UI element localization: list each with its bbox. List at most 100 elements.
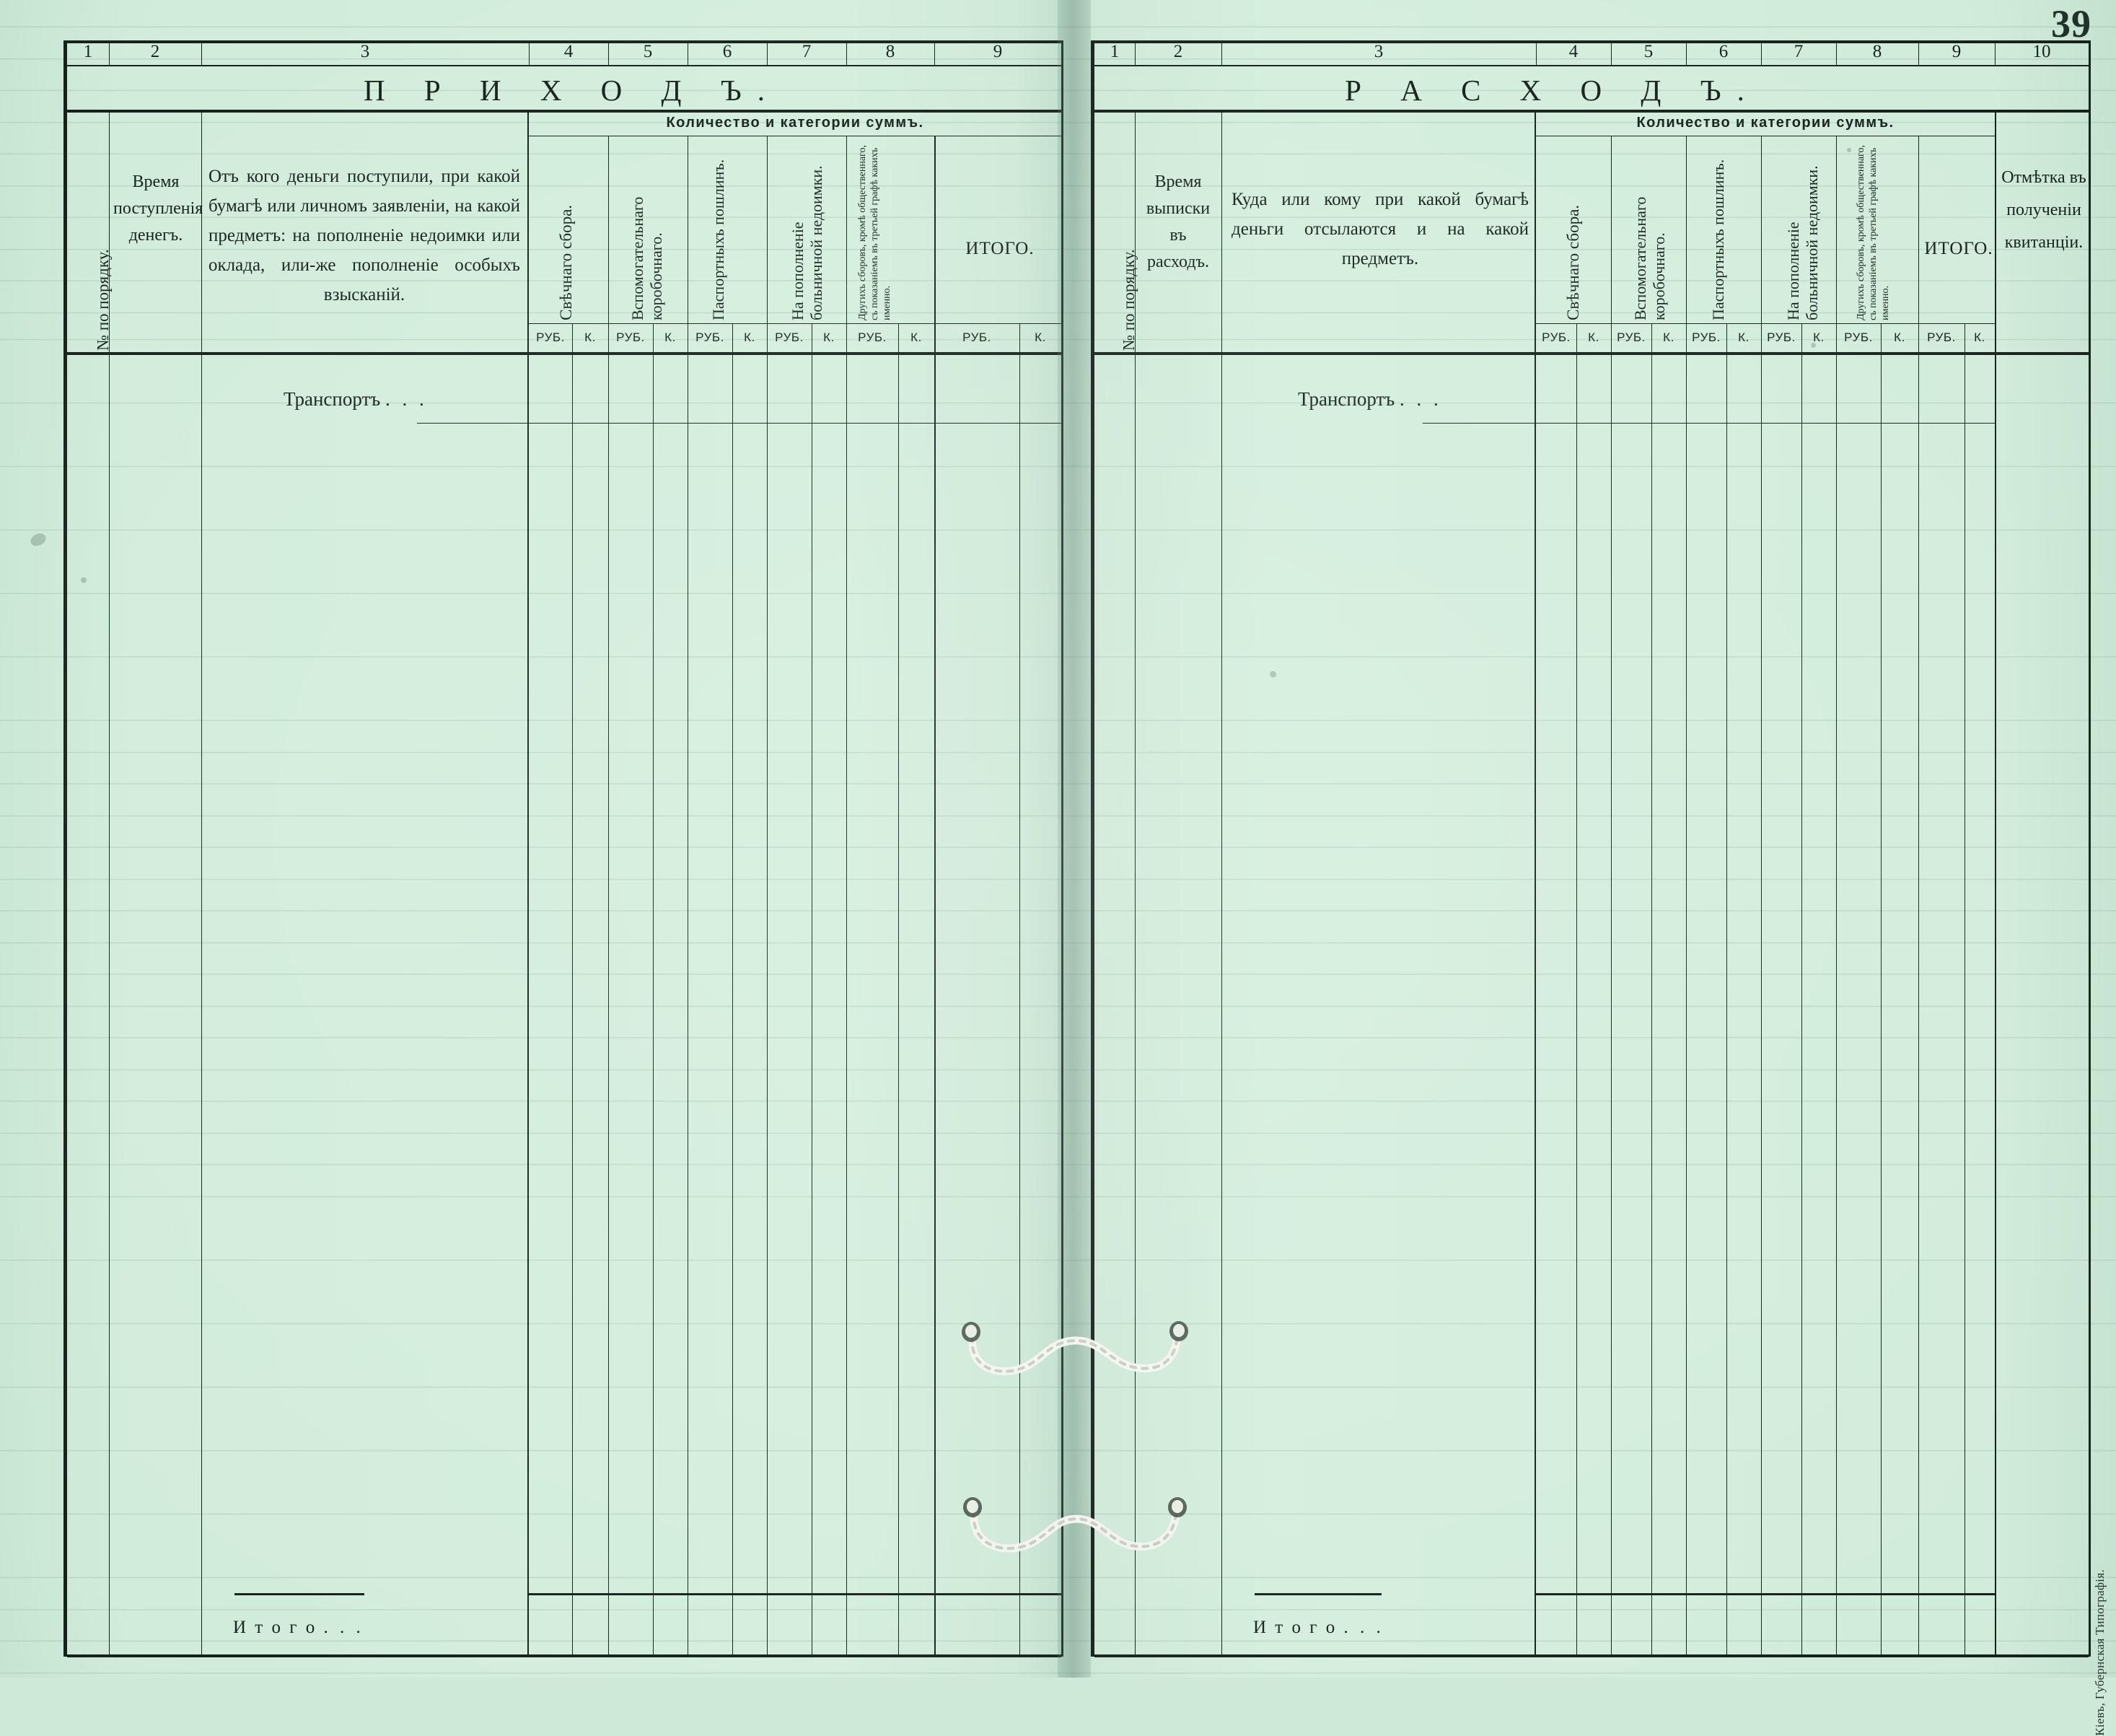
margin-speck-3 [1270, 671, 1276, 678]
vrule-col1 [1135, 110, 1136, 1654]
expense-title: Р А С Х О Д Ъ. [1345, 74, 1760, 107]
margin-speck-4 [1811, 343, 1816, 348]
income-header-total: ИТОГО. [965, 239, 1035, 258]
rule-above-rubkop [529, 323, 1061, 324]
colnum-tick-4 [1611, 42, 1612, 65]
income-kop-4: К. [584, 330, 596, 344]
rule-bottom [67, 1654, 1061, 1657]
col-num-6: 6 [1718, 42, 1729, 61]
expense-rub-8: РУБ. [1844, 330, 1873, 344]
expense-header-amount-5: Другихъ сборовъ, кромѣ общественнаго, съ… [1856, 145, 1891, 320]
income-rub-7: РУБ. [775, 330, 804, 344]
expense-rub-5: РУБ. [1617, 330, 1646, 344]
vrule-col3 [1535, 110, 1536, 1654]
income-rub-5: РУБ. [616, 330, 645, 344]
expense-kop-8: К. [1894, 330, 1905, 344]
col-num-4: 4 [563, 42, 574, 61]
income-total-label: И т о г о . . . [233, 1618, 364, 1638]
income-title: П Р И Х О Д Ъ. [364, 74, 781, 107]
colnum-tick-2 [201, 42, 202, 65]
vrule-col6 [1761, 136, 1762, 1654]
income-header-no: № по порядку. [94, 249, 112, 351]
rule-top [1094, 40, 2089, 43]
col-num-1: 1 [1110, 42, 1120, 61]
expense-header-amount-2: Вспомогательнаго коробочнаго. [1631, 196, 1668, 320]
col-num-7: 7 [1794, 42, 1804, 61]
income-rub-4: РУБ. [536, 330, 565, 344]
rule-bottom [1094, 1654, 2089, 1657]
rule-above-rubkop [1536, 323, 1995, 324]
income-total-underline-right [529, 1593, 1061, 1595]
expense-total-underline-right [1536, 1593, 1995, 1595]
income-kop-7: К. [823, 330, 835, 344]
expense-column-numbers: 1 2 3 4 5 6 7 8 9 10 [1094, 40, 2089, 65]
col-num-3: 3 [1374, 42, 1384, 61]
rule-under-transport [417, 423, 1061, 424]
colnum-tick-8 [1918, 42, 1919, 65]
income-header-from-whom: Отъ кого деньги поступили, при какой бум… [208, 167, 520, 304]
income-header-amount-2: Вспомогательнаго коробочнаго. [628, 196, 665, 320]
vrule-kop-6 [1726, 323, 1727, 1654]
vrule-kop-5 [1651, 323, 1652, 1654]
col-num-9: 9 [1952, 42, 1962, 61]
income-total-text: И т о г о [233, 1618, 317, 1637]
colnum-tick-1 [1135, 42, 1136, 65]
income-header-time: Время поступленія денегъ. [113, 172, 203, 245]
expense-rub-7: РУБ. [1767, 330, 1796, 344]
vrule-kop-6 [732, 323, 733, 1654]
vrule-kop-9 [1019, 323, 1020, 1654]
rule-under-colnums [1094, 65, 2089, 66]
vrule-kop-8 [898, 323, 899, 1654]
printer-imprint: Кіевъ, Губернская Типографія. [2093, 1569, 2107, 1736]
vrule-col2 [1221, 110, 1222, 1654]
expense-transport-text: Транспортъ [1298, 388, 1395, 410]
income-header-amount-3: Паспортныхъ пошлинъ. [709, 159, 727, 320]
rule-under-transport [1423, 423, 1995, 424]
vrule-col7 [846, 136, 847, 1654]
vrule-kop-5 [653, 323, 654, 1654]
expense-kop-7: К. [1813, 330, 1825, 344]
income-header-amount-5: Другихъ сборовъ, кромѣ общественнаго, съ… [857, 145, 892, 320]
colnum-tick-9 [1995, 42, 1996, 65]
col-num-5: 5 [643, 42, 653, 61]
col-num-8: 8 [1872, 42, 1882, 61]
printer-imprint-area: Кіевъ, Губернская Типографія. [2089, 1136, 2110, 1736]
rule-under-title [67, 110, 1061, 113]
vrule-col2 [201, 110, 202, 1654]
colnum-tick-7 [846, 42, 847, 65]
income-amount-banner: Количество и категории суммъ. [666, 115, 924, 131]
rule-under-colnums [67, 65, 1061, 66]
expense-header-time: Время выписки въ расходъ. [1146, 172, 1211, 271]
rule-under-header [1094, 352, 2089, 355]
rule-top [67, 40, 1061, 43]
margin-speck-2 [81, 577, 87, 583]
vrule-col1 [109, 110, 110, 1654]
colnum-tick-3 [529, 42, 530, 65]
vrule-kop-7 [1801, 323, 1802, 1654]
col-num-7: 7 [802, 42, 812, 61]
margin-speck-5 [1847, 148, 1851, 152]
income-rub-9: РУБ. [962, 330, 991, 344]
colnum-tick-1 [109, 42, 110, 65]
vrule-col7 [1836, 136, 1837, 1654]
expense-table: 1 2 3 4 5 6 7 8 9 10 Р А С Х О Д Ъ. Коли… [1091, 40, 2091, 1657]
expense-kop-6: К. [1738, 330, 1750, 344]
income-total-dots: . . . [323, 1618, 364, 1637]
expense-kop-5: К. [1663, 330, 1674, 344]
expense-header-to-whom: Куда или кому при какой бумагѣ деньги от… [1232, 190, 1529, 268]
income-transport-label: Транспортъ . . . [284, 388, 428, 411]
expense-kop-4: К. [1588, 330, 1599, 344]
colnum-tick-5 [1686, 42, 1687, 65]
expense-page: 1 2 3 4 5 6 7 8 9 10 Р А С Х О Д Ъ. Коли… [1091, 40, 2091, 1657]
col-num-2: 2 [1173, 42, 1183, 61]
income-header-amount-4: На пополненіе больничной недоимки. [789, 165, 825, 320]
income-transport-dots: . . . [385, 388, 428, 410]
colnum-tick-7 [1836, 42, 1837, 65]
expense-header-amount-3: Паспортныхъ пошлинъ. [1709, 159, 1727, 320]
expense-header-amount-4: На пополненіе больничной недоимки. [1784, 165, 1821, 320]
vrule-col3 [527, 110, 529, 1654]
rule-under-header [67, 352, 1061, 355]
vrule-kop-4 [1576, 323, 1577, 1654]
income-table: 1 2 3 4 5 6 7 8 9 П Р И Х О Д Ъ. Количес… [63, 40, 1063, 1657]
col-num-5: 5 [1643, 42, 1654, 61]
